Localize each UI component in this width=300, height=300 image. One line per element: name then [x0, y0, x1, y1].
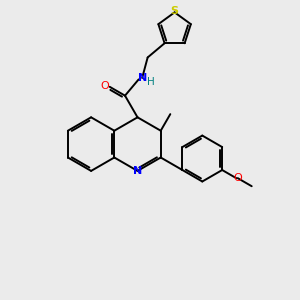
Text: N: N	[134, 167, 143, 176]
Text: O: O	[100, 81, 109, 91]
Text: N: N	[137, 73, 147, 83]
Text: S: S	[171, 6, 178, 16]
Text: H: H	[147, 77, 155, 87]
Text: O: O	[233, 173, 242, 183]
